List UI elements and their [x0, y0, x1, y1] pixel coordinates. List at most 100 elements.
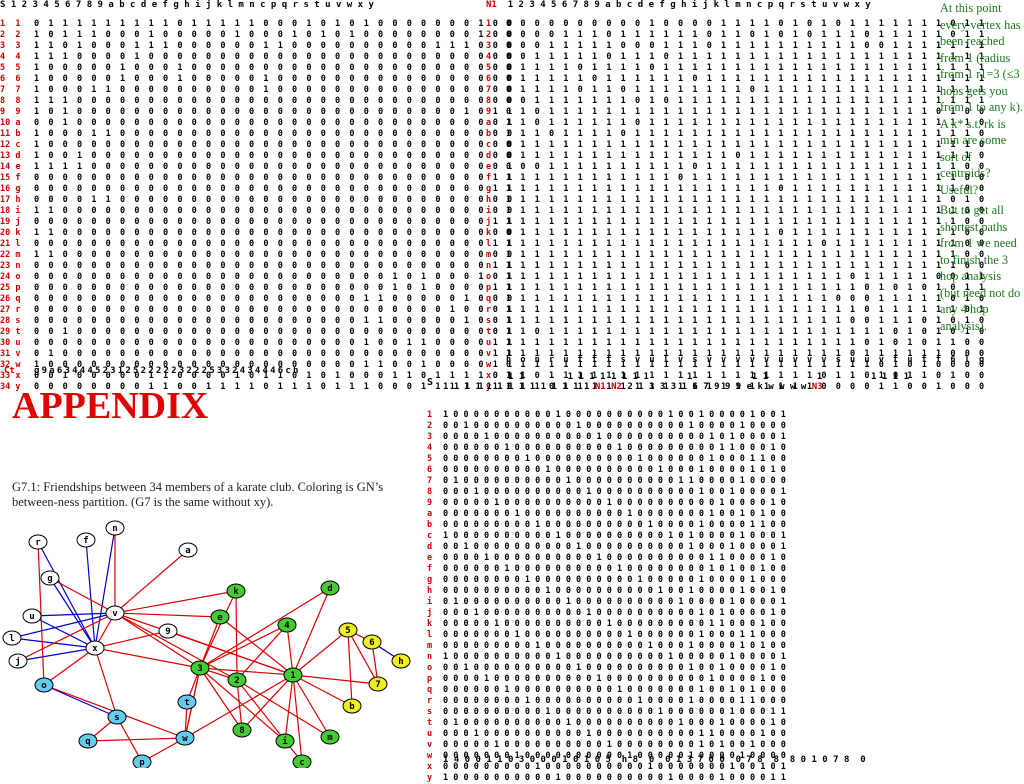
graph-node-6: 6	[362, 634, 382, 650]
graph-edge-x-9	[94, 630, 169, 649]
graph-edge-1-i	[284, 674, 294, 742]
graph-node-label: s	[114, 713, 119, 723]
appendix-title: APPENDIX	[12, 385, 209, 427]
graph-node-label: b	[349, 702, 355, 712]
graph-edge-x-o	[43, 647, 96, 686]
graph-node-8: 8	[232, 722, 252, 738]
graph-edge-1-5	[292, 629, 349, 676]
figure-caption: G7.1: Friendships between 34 members of …	[12, 480, 384, 509]
graph-node-a: a	[178, 542, 198, 558]
graph-edge-f-x	[85, 539, 96, 649]
graph-node-label: k	[233, 587, 239, 597]
graph-edge-x-3	[94, 647, 201, 669]
graph-node-t: t	[177, 694, 197, 710]
graph-edge-w-q	[87, 737, 186, 742]
graph-node-label: 5	[345, 626, 350, 636]
graph-node-label: i	[282, 736, 288, 747]
graph-node-v: v	[105, 605, 125, 621]
graph-node-r: r	[28, 534, 48, 550]
side-note-p2: But to get all shortest paths from 1 we …	[940, 203, 1021, 333]
graph-edge-l-v	[11, 612, 116, 639]
graph-edge-8-3	[199, 667, 243, 731]
graph-edge-r-x	[37, 541, 96, 649]
matrix3-column-headers: 1 1 1 1 1 1 1 1 1 1 1 1 1 1 N1 N2 2 1 3 …	[443, 382, 828, 392]
matrix2-column-headers: 1 2 3 4 5 6 7 8 9 a b c d e f g h i j k …	[507, 0, 871, 10]
graph-node-label: q	[85, 737, 90, 747]
graph-node-j: j	[8, 653, 28, 669]
graph-node-label: l	[9, 634, 14, 644]
graph-node-label: a	[185, 546, 190, 556]
graph-node-e: e	[210, 609, 230, 625]
side-note: At this point every vertex has been reac…	[940, 0, 1024, 338]
graph-node-label: 1	[290, 671, 295, 681]
matrix3-header-top: 1 1 1 1 1 1 1 1 1 1 1 1 1 1 1 1 1 1	[443, 372, 909, 382]
graph-edge-i-3	[199, 667, 286, 742]
graph-edge-e-1	[219, 616, 294, 676]
graph-edge-j-v	[17, 612, 116, 662]
graph-edge-1-d	[292, 587, 331, 676]
graph-node-label: j	[15, 656, 20, 667]
graph-node-label: 7	[375, 680, 380, 690]
graph-edge-4-3	[199, 624, 288, 669]
graph-edge-e-3	[199, 616, 221, 669]
graph-node-label: h	[398, 657, 403, 667]
graph-node-label: o	[41, 681, 46, 691]
graph-node-w: w	[175, 730, 195, 746]
graph-node-2: 2	[227, 672, 247, 688]
graph-edge-x-s	[94, 647, 118, 718]
graph-edge-1-7	[292, 674, 379, 685]
graph-node-label: t	[184, 698, 189, 708]
graph-node-label: 3	[197, 664, 202, 674]
graph-node-label: 6	[369, 638, 374, 648]
graph-node-u: u	[22, 608, 42, 624]
graph-edge-u-x	[31, 615, 96, 649]
matrix1-row-labels: 1 1 2 2 3 3 4 4 5 5 6 6 7 7 8 8 9 9 10 a…	[0, 19, 21, 392]
graph-node-3: 3	[190, 660, 210, 676]
graph-node-p: p	[132, 754, 152, 768]
graph-edge-1-m	[292, 674, 331, 738]
graph-node-label: d	[327, 584, 332, 594]
graph-node-s: s	[107, 709, 127, 725]
graph-edge-k-2	[235, 590, 238, 681]
ct-values: g9a634445231252222232225332434446ch	[34, 366, 301, 376]
matrix3-corner: S	[427, 377, 434, 388]
graph-edge-o-s	[43, 684, 118, 718]
graph-node-label: r	[35, 538, 41, 548]
graph-node-b: b	[342, 698, 362, 714]
graph-node-label: m	[327, 733, 333, 743]
graph-node-label: x	[92, 644, 98, 654]
graph-edge-j-x	[17, 647, 96, 662]
graph-node-h: h	[391, 653, 411, 669]
graph-node-label: 4	[284, 621, 290, 631]
graph-edge-1-8	[241, 674, 294, 731]
graph-edge-v-3	[114, 612, 201, 669]
graph-edge-2-8	[236, 679, 243, 731]
graph-node-d: d	[320, 580, 340, 596]
graph-edge-w-1	[184, 674, 294, 739]
graph-edge-k-3	[199, 590, 237, 669]
graph-edge-4-1	[286, 624, 294, 676]
graph-node-x: x	[85, 640, 105, 656]
graph-edge-5-7	[347, 629, 379, 685]
matrix3-row-labels: 1 2 3 4 5 6 7 8 9 a b c d e f g h i j k …	[427, 410, 433, 783]
matrix2-header: N1 1 2 3 4 5 6 7 8 9 a b c d e f g h i j…	[486, 0, 871, 10]
matrix2-footer: h o n r u t t t s v u l v s v v v v v u …	[506, 355, 987, 365]
graph-node-i: i	[275, 733, 295, 749]
matrix1-values: 0 1 1 1 1 1 1 1 1 1 0 1 1 1 1 1 0 0 0 1 …	[34, 19, 515, 392]
graph-node-k: k	[226, 583, 246, 599]
graph-edge-3-1	[199, 667, 294, 676]
graph-edge-c-2	[236, 679, 303, 763]
graph-node-label: 9	[165, 627, 170, 637]
matrix3-values: 1 0 0 0 0 0 0 0 0 0 0 1 0 0 0 0 0 0 0 0 …	[443, 410, 786, 783]
matrix3-footer: 1 4 0 0 1 1 0 3 0 0 0 1 0 1 0 5 h 8 0 0 …	[443, 755, 866, 765]
matrix1-corner: S	[0, 0, 11, 10]
graph-edge-v-e	[114, 612, 221, 618]
graph-node-label: w	[182, 734, 188, 744]
side-note-p1: At this point every vertex has been reac…	[940, 1, 1023, 197]
graph-node-c: c	[292, 754, 312, 768]
matrix2-row-labels: 1 2 3 4 5 6 7 8 9 a b c d e f g h i j k …	[486, 19, 492, 392]
graph-edge-a-v	[114, 549, 189, 614]
graph-node-7: 7	[368, 676, 388, 692]
karate-club-graph: r f n a g v u l x j 9 o s t q w p k d e 4 3 2 1 8 i m c 5 6 h 7 b	[2, 520, 411, 768]
